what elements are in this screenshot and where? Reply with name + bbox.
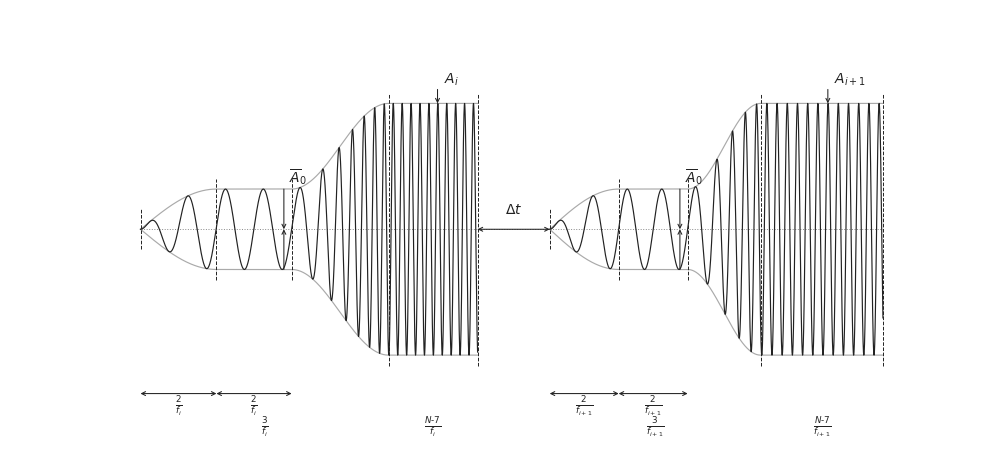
Text: $A_{i+1}$: $A_{i+1}$ xyxy=(834,71,866,88)
Text: $\frac{2}{f_{i}}$: $\frac{2}{f_{i}}$ xyxy=(250,395,258,419)
Text: $\frac{3}{f_{i}}$: $\frac{3}{f_{i}}$ xyxy=(261,415,268,439)
Text: $\overline{A}_0$: $\overline{A}_0$ xyxy=(289,168,307,188)
Text: $\overline{A}_0$: $\overline{A}_0$ xyxy=(685,168,703,188)
Text: $\frac{2}{f_{i}}$: $\frac{2}{f_{i}}$ xyxy=(175,395,182,419)
Text: $A_{i}$: $A_{i}$ xyxy=(444,71,459,88)
Text: $\frac{2}{f_{i+1}}$: $\frac{2}{f_{i+1}}$ xyxy=(644,395,662,419)
Text: $\frac{N\text{-}7}{f_{i+1}}$: $\frac{N\text{-}7}{f_{i+1}}$ xyxy=(813,415,831,439)
Text: $\frac{N\text{-}7}{f_{i}}$: $\frac{N\text{-}7}{f_{i}}$ xyxy=(424,415,442,439)
Text: $\frac{2}{f_{i+1}}$: $\frac{2}{f_{i+1}}$ xyxy=(575,395,593,419)
Text: $\frac{3}{f_{i+1}}$: $\frac{3}{f_{i+1}}$ xyxy=(646,415,664,439)
Text: $\Delta t$: $\Delta t$ xyxy=(505,203,522,217)
